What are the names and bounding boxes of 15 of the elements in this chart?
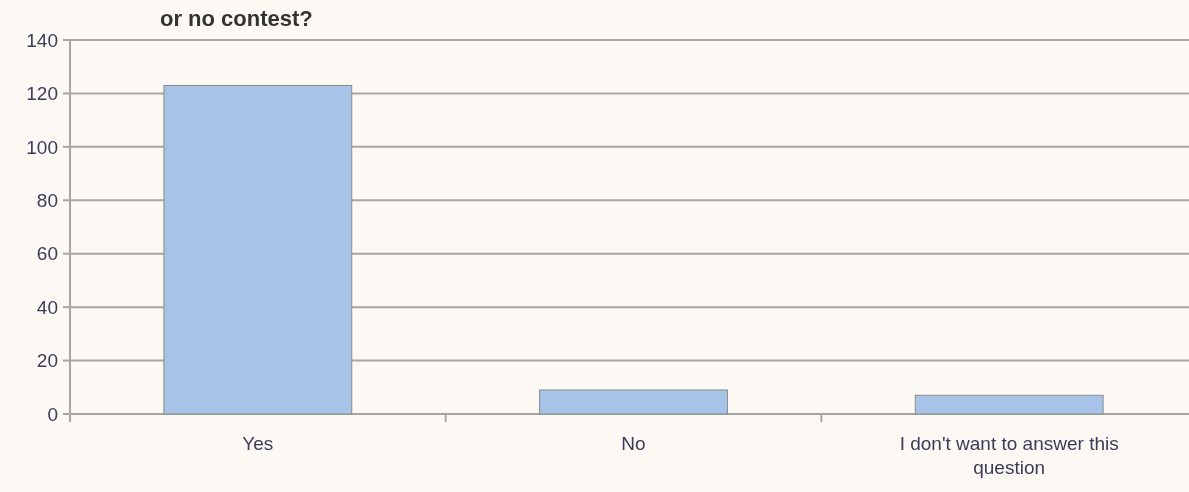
x-tick-label: Yes bbox=[242, 433, 274, 454]
chart-title: or no contest? bbox=[160, 6, 313, 31]
bar bbox=[163, 84, 353, 415]
y-tick-label: 120 bbox=[26, 83, 58, 105]
y-tick-label: 0 bbox=[47, 403, 58, 425]
y-tick-label: 60 bbox=[36, 243, 58, 265]
y-tick-label: 140 bbox=[26, 29, 58, 51]
x-tick-label: No bbox=[621, 433, 646, 454]
y-tick-label: 100 bbox=[26, 136, 58, 158]
y-tick-label: 20 bbox=[36, 350, 58, 372]
y-tick-label: 40 bbox=[36, 296, 58, 318]
bar bbox=[539, 389, 728, 415]
y-tick-label: 80 bbox=[36, 189, 58, 211]
bar bbox=[914, 394, 1104, 415]
x-tick-label: I don't want to answer this question bbox=[899, 433, 1119, 478]
